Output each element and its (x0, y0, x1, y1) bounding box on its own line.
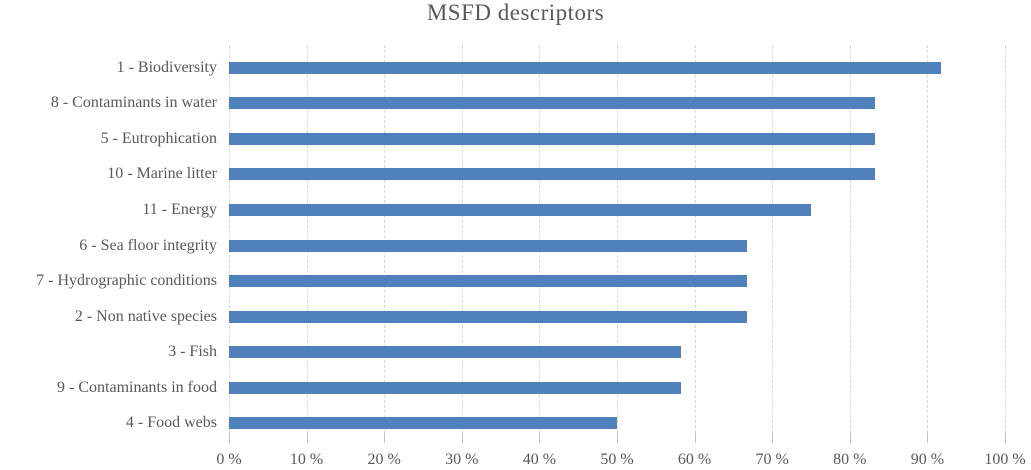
axis-tick-mark (694, 433, 696, 443)
axis-tick-mark (849, 433, 851, 443)
axis-tick-mark (539, 433, 541, 443)
x-tick-label: 20 % (367, 451, 401, 468)
bar (229, 168, 876, 181)
bar (229, 381, 682, 394)
axis-tick-mark (1005, 433, 1006, 443)
bar (229, 239, 747, 252)
gridline (772, 45, 774, 443)
bar (229, 417, 617, 430)
category-label: 8 - Contaminants in water (50, 94, 217, 112)
x-tick-label: 10 % (289, 451, 324, 468)
axis-tick-mark (772, 433, 774, 443)
bar (229, 97, 876, 110)
x-tick-label: 50 % (600, 451, 634, 468)
gridline (927, 45, 929, 443)
category-label: 4 - Food webs (125, 414, 217, 432)
category-label: 3 - Fish (168, 343, 217, 361)
category-label: 10 - Marine litter (107, 165, 217, 183)
x-tick-label: 0 % (216, 451, 242, 468)
x-tick-label: 60 % (677, 451, 712, 468)
axis-tick-mark (617, 433, 618, 443)
category-label: 11 - Energy (142, 200, 217, 218)
bar (229, 132, 876, 145)
axis-tick-mark (927, 433, 929, 443)
axis-tick-mark (229, 433, 230, 443)
category-label: 2 - Non native species (74, 307, 217, 325)
category-label: 1 - Biodiversity (116, 58, 217, 76)
x-tick-label: 90 % (910, 451, 945, 468)
x-tick-label: 30 % (445, 451, 479, 468)
x-tick-label: 40 % (522, 451, 557, 468)
bar (229, 346, 682, 359)
category-label: 7 - Hydrographic conditions (36, 272, 217, 290)
x-tick-label: 100 % (984, 451, 1026, 468)
chart-title: MSFD descriptors (426, 0, 605, 25)
x-tick-label: 80 % (833, 451, 867, 468)
category-label: 6 - Sea floor integrity (79, 236, 217, 254)
axis-tick-mark (461, 433, 463, 443)
bar (229, 275, 747, 288)
gridline (1005, 45, 1006, 443)
bar (229, 203, 811, 216)
axis-tick-mark (306, 433, 308, 443)
category-label: 9 - Contaminants in food (57, 378, 217, 396)
bar (229, 310, 747, 323)
x-tick-label: 70 % (755, 451, 789, 468)
bar (229, 61, 941, 74)
category-label: 5 - Eutrophication (100, 129, 217, 147)
axis-tick-mark (384, 433, 386, 443)
gridline (849, 45, 851, 443)
